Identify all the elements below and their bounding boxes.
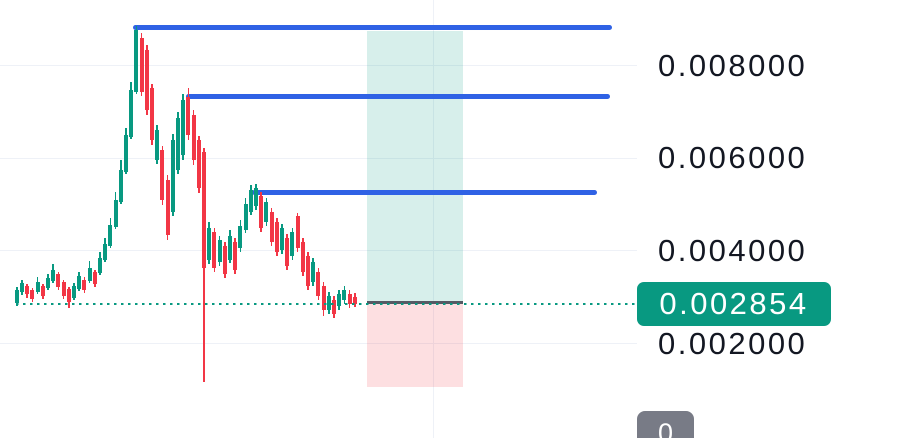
candle-body [87,267,92,281]
candle-body [77,276,82,289]
candle-body [129,89,134,137]
price-chart[interactable] [0,0,637,438]
candle-body [46,277,50,288]
last-price-label[interactable]: 0.002854 [637,281,831,326]
candle-body [217,239,222,262]
candle-body [238,226,243,248]
candle-body [56,274,61,287]
candle-body [196,139,201,188]
candle-body [30,289,35,299]
candle-body [181,99,186,155]
candle-body [113,199,118,227]
candle-body [280,227,284,250]
zero-price-badge: 0 [637,411,694,438]
price-tick-label: 0.006000 [658,140,808,176]
candle-body [290,231,295,256]
horizontal-gridline [0,157,637,159]
resistance-line[interactable] [133,25,612,31]
candle-body [342,289,347,300]
position-profit-zone[interactable] [367,31,463,303]
price-axis[interactable]: 0.008000 0.006000 0.004000 0.002000 0.00… [637,0,899,438]
candle-body [316,272,321,296]
candle-body [248,189,253,212]
candle-body [285,237,290,266]
candle-body [124,134,128,172]
candle-body [139,37,144,92]
candle-body [295,216,300,248]
candle-body [170,139,175,212]
candle-body [98,257,102,273]
price-tick-label: 0.002000 [658,325,808,361]
candle-body [222,246,227,274]
candle-body [269,212,274,242]
position-entry-line[interactable] [367,301,463,304]
candle-body [259,196,264,228]
candle-body [40,286,45,296]
candle-body [332,299,336,314]
resistance-line[interactable] [186,93,610,99]
candle-body [176,117,180,170]
candle-body [82,279,87,290]
candle-body [35,282,40,292]
candle-body [118,169,123,202]
candle-body [191,114,196,160]
candle-body [66,289,71,302]
candle-body [306,256,310,286]
candle-body [20,282,24,292]
candle-body [51,269,56,281]
candle-body [347,294,352,304]
price-tick-label: 0.008000 [658,47,808,83]
candle-body [274,222,279,252]
candle-body [61,282,66,296]
candle-body [212,231,217,268]
position-stop-zone[interactable] [367,302,463,387]
candle-body [103,244,108,260]
candle-body [155,129,160,160]
candle-body [186,97,191,135]
candle-body [144,49,149,110]
candle-body [92,272,97,284]
candle-body [233,242,238,270]
candle-body [243,203,248,230]
vertical-gridline [433,0,434,438]
candle-body [264,201,269,222]
candle-body [207,227,212,260]
price-tick-label: 0.004000 [658,232,808,268]
candle-body [134,29,139,92]
candle-body [228,236,232,260]
candle-body [254,187,258,206]
horizontal-gridline [0,65,637,67]
candle-body [300,242,305,272]
candle-body [25,286,30,294]
candle-body [14,289,19,303]
candle-body [337,294,342,306]
candle-body [311,262,316,282]
candle-body [72,286,76,298]
resistance-line[interactable] [252,190,597,196]
candle-body [202,151,206,268]
candle-body [108,224,113,246]
candle-body [321,286,326,310]
horizontal-gridline [0,343,637,344]
candle-body [150,87,154,140]
last-price-line [16,302,637,305]
candle-body [165,179,170,235]
horizontal-gridline [0,250,637,252]
candle-body [352,297,357,304]
candle-body [160,149,165,200]
